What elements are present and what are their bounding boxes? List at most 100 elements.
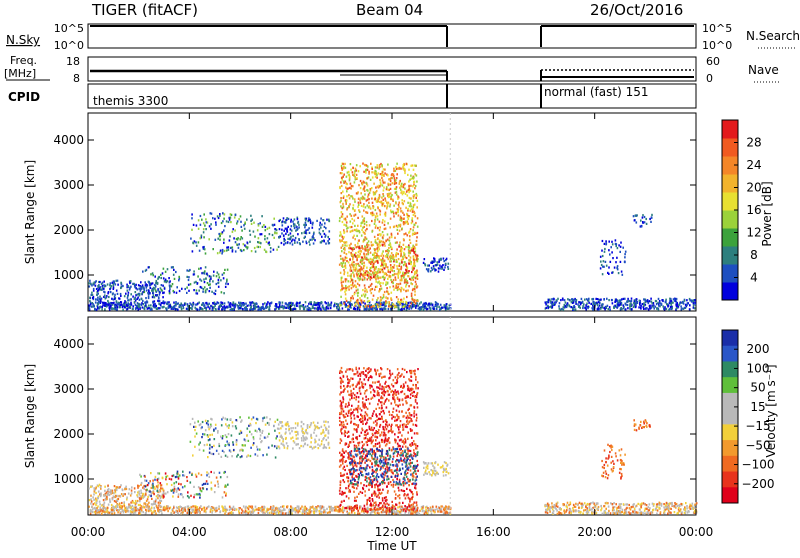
echo-point [385,308,387,310]
echo-point [393,205,395,207]
echo-point [145,283,147,285]
echo-point [223,292,225,294]
echo-point [351,230,353,232]
echo-point [407,208,409,210]
echo-point [247,507,249,509]
echo-point [122,495,124,497]
echo-point [396,296,398,298]
echo-point [98,300,100,302]
echo-point [353,269,355,271]
echo-point [385,240,387,242]
echo-point [97,290,99,292]
echo-point [98,303,100,305]
echo-point [405,269,407,271]
echo-point [560,299,562,301]
echo-point [168,305,170,307]
echo-point [368,249,370,251]
echo-point [413,259,415,261]
echo-point [356,177,358,179]
echo-point [249,230,251,232]
echo-point [434,258,436,260]
echo-point [224,305,226,307]
echo-point [373,191,375,193]
echo-point [120,282,122,284]
echo-point [134,298,136,300]
echo-point [313,511,315,513]
echo-point [393,267,395,269]
echo-point [694,299,696,301]
echo-point [352,282,354,284]
echo-point [370,278,372,280]
echo-point [287,505,289,507]
echo-point [384,205,386,207]
echo-point [365,182,367,184]
echo-point [115,308,117,310]
echo-point [391,211,393,213]
echo-point [266,241,268,243]
echo-point [192,505,194,507]
echo-point [430,262,432,264]
echo-point [310,506,312,508]
echo-point [368,202,370,204]
echo-point [295,225,297,227]
echo-point [239,307,241,309]
echo-point [361,235,363,237]
echo-point [339,187,341,189]
echo-point [145,512,147,514]
echo-point [349,245,351,247]
echo-point [238,218,240,220]
echo-point [222,274,224,276]
echo-point [396,173,398,175]
echo-point [676,307,678,309]
echo-point [222,231,224,233]
echo-point [167,303,169,305]
echo-point [131,508,133,510]
echo-point [263,506,265,508]
echo-point [381,164,383,166]
echo-point [168,301,170,303]
echo-point [640,307,642,309]
echo-point [226,280,228,282]
echo-point [370,179,372,181]
echo-point [383,168,385,170]
echo-point [321,240,323,242]
echo-point [379,179,381,181]
echo-point [115,505,117,507]
echo-point [597,298,599,300]
echo-point [559,308,561,310]
echo-point [116,308,118,310]
echo-point [412,211,414,213]
echo-point [217,252,219,254]
echo-point [412,200,414,202]
echo-point [383,260,385,262]
echo-point [345,267,347,269]
echo-point [380,306,382,308]
echo-point [108,296,110,298]
echo-point [396,241,398,243]
echo-point [206,507,208,509]
echo-point [191,213,193,215]
echo-point [630,300,632,302]
echo-point [114,512,116,514]
echo-point [390,306,392,308]
echo-point [95,298,97,300]
echo-point [113,280,115,282]
echo-point [286,217,288,219]
echo-point [376,213,378,215]
echo-point [131,304,133,306]
echo-point [161,284,163,286]
echo-point [162,296,164,298]
echo-point [328,307,330,309]
echo-point [445,512,447,514]
echo-point [363,262,365,264]
echo-point [191,506,193,508]
echo-point [306,308,308,310]
echo-point [341,288,343,290]
echo-point [581,298,583,300]
echo-point [374,272,376,274]
echo-point [395,279,397,281]
echo-point [244,244,246,246]
echo-point [693,299,695,301]
echo-point [222,212,224,214]
echo-point [151,510,153,512]
